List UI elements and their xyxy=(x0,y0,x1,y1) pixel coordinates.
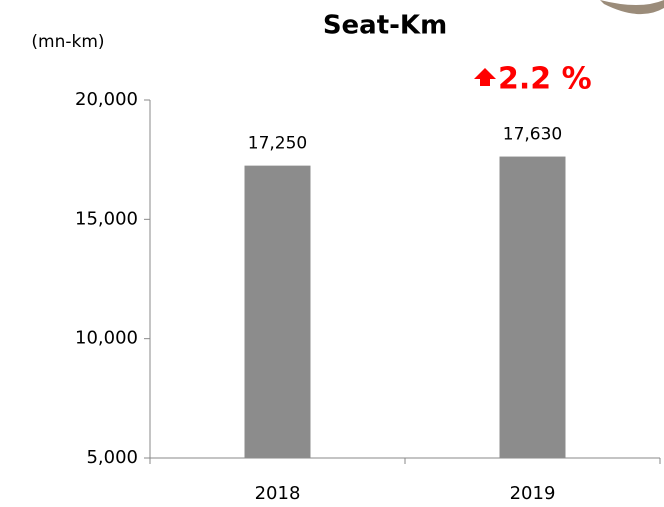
chart-title: Seat-Km xyxy=(323,11,447,41)
value-label: 17,250 xyxy=(248,134,307,154)
up-arrow xyxy=(474,68,496,86)
bar xyxy=(245,166,311,458)
value-label: 17,630 xyxy=(503,125,562,145)
bar xyxy=(500,157,566,458)
y-tick-label: 15,000 xyxy=(75,208,138,229)
y-axis-label: (mn-km) xyxy=(31,32,104,52)
decoration xyxy=(600,0,664,14)
y-tick-label: 10,000 xyxy=(75,328,138,349)
y-tick-label: 20,000 xyxy=(75,89,138,110)
y-tick-label: 5,000 xyxy=(86,447,138,468)
x-tick-label: 2018 xyxy=(255,483,301,504)
annotation: 2.2 % xyxy=(498,62,592,97)
chart: Seat-Km (mn-km) 2.2 % 5,000 10,000 15,000 2… xyxy=(0,0,664,507)
x-tick-label: 2019 xyxy=(510,483,556,504)
